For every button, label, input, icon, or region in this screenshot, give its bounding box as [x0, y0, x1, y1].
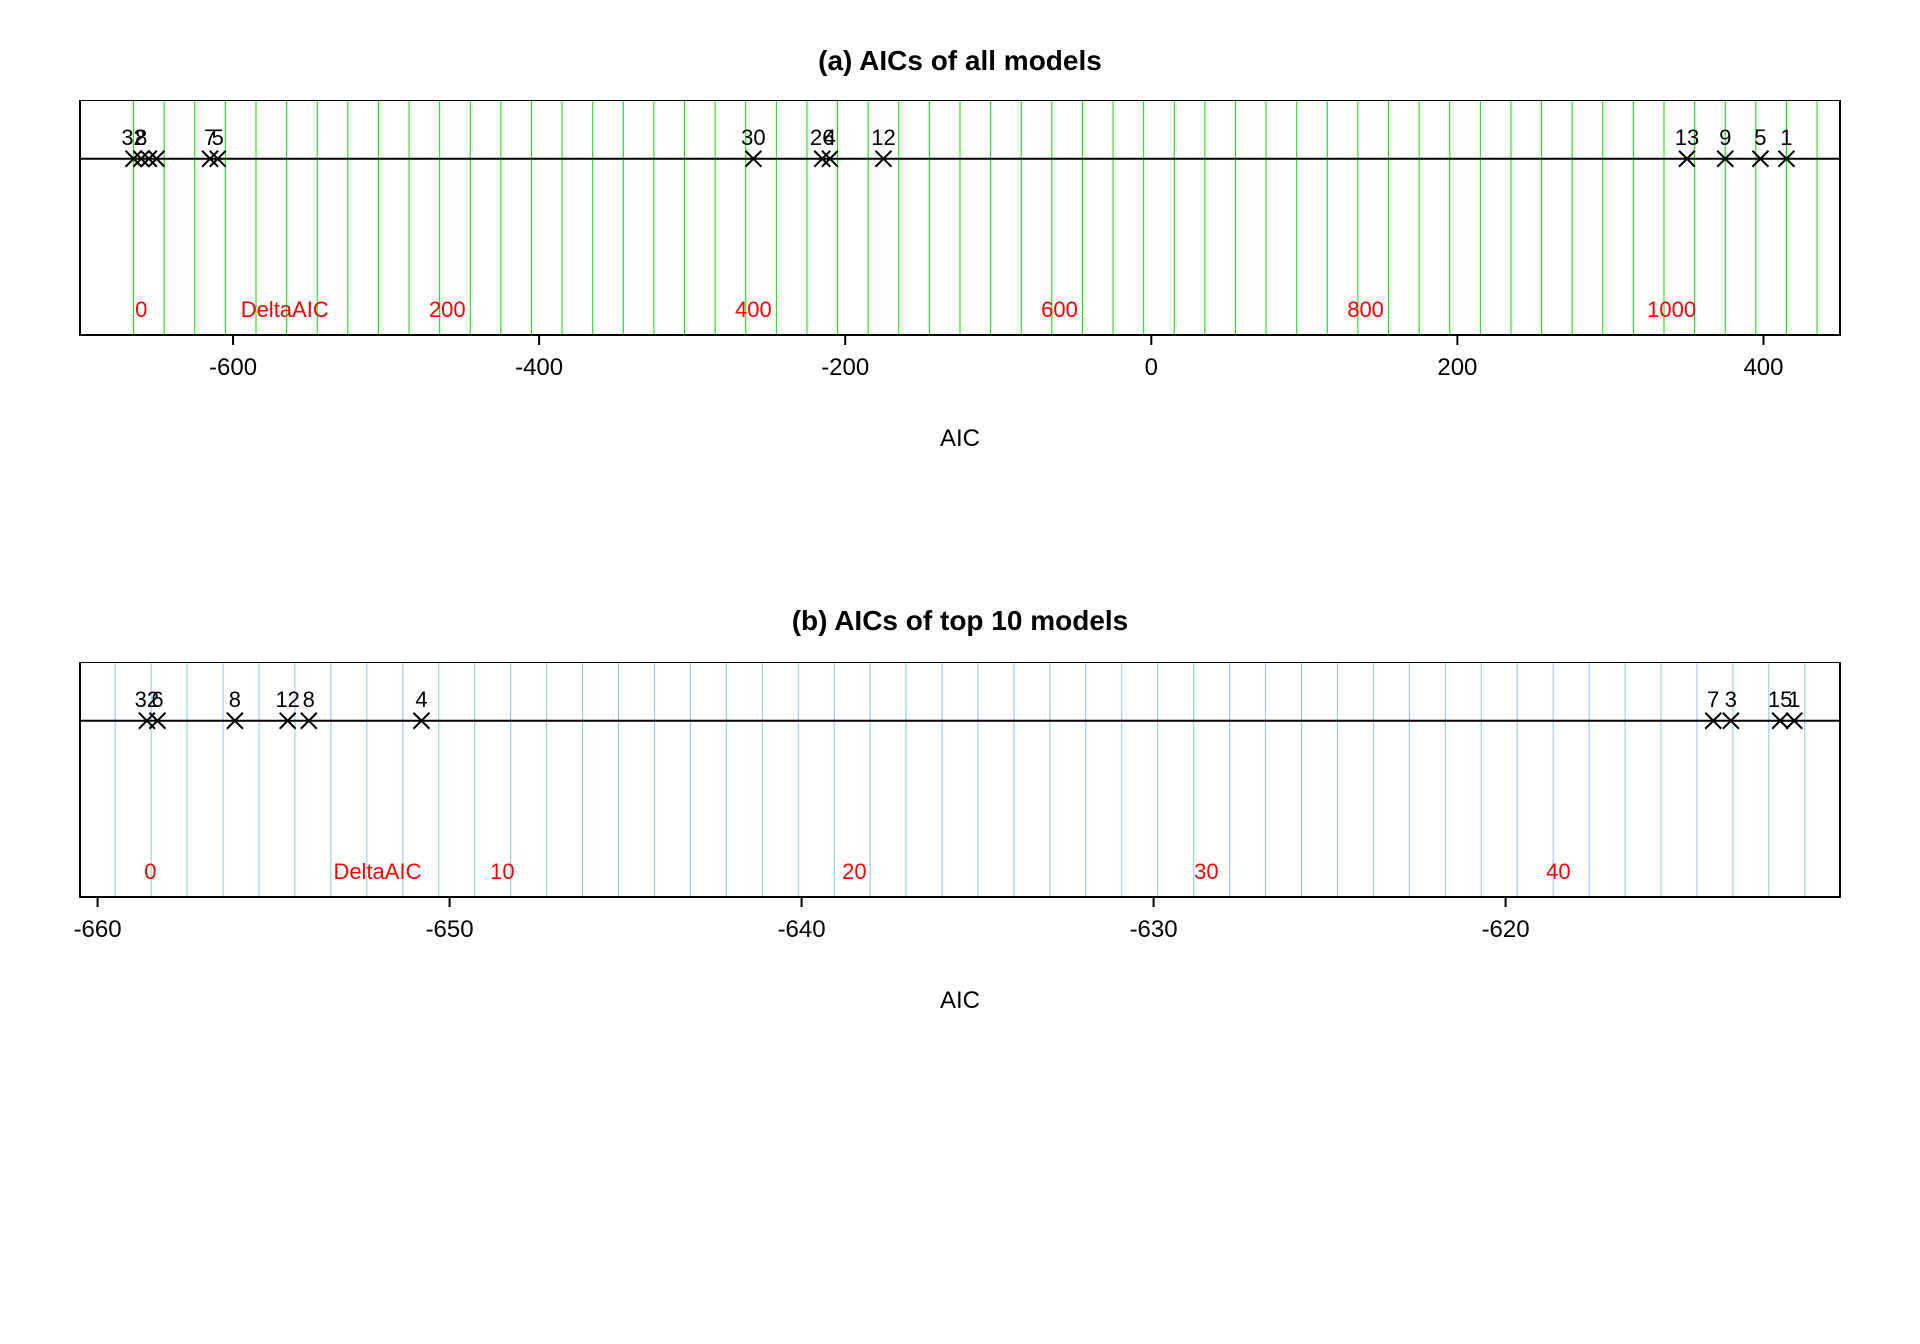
delta-tick-label: 800: [1347, 297, 1384, 322]
panel-a-xlabel: AIC: [0, 425, 1920, 453]
delta-tick-label: 30: [1194, 859, 1218, 884]
delta-tick-label: 600: [1041, 297, 1078, 322]
x-tick-label: -200: [821, 354, 869, 381]
point-label: 8: [135, 125, 147, 150]
delta-tick-label: 20: [842, 859, 866, 884]
panel-a-title: (a) AICs of all models: [0, 45, 1920, 77]
point-label: 8: [303, 687, 315, 712]
x-tick-label: -400: [515, 354, 563, 381]
point-label: 13: [1675, 125, 1699, 150]
point-label: 9: [1719, 125, 1731, 150]
x-tick-label: 400: [1743, 354, 1783, 381]
x-tick-label: 0: [1145, 354, 1158, 381]
x-tick-label: 200: [1437, 354, 1477, 381]
x-tick-label: -600: [209, 354, 257, 381]
delta-aic-label: DeltaAIC: [241, 297, 329, 322]
point-label: 6: [151, 687, 163, 712]
point-label: 4: [824, 125, 836, 150]
point-label: 5: [212, 125, 224, 150]
point-label: 30: [741, 125, 765, 150]
point-label: 1: [1780, 125, 1792, 150]
delta-tick-label: 0: [135, 297, 147, 322]
point-label: 8: [229, 687, 241, 712]
delta-tick-label: 1000: [1647, 297, 1696, 322]
point-label: 7: [1707, 687, 1719, 712]
x-tick-label: -630: [1130, 916, 1178, 943]
panel-b-title: (b) AICs of top 10 models: [0, 605, 1920, 637]
delta-tick-label: 200: [429, 297, 466, 322]
delta-tick-label: 0: [144, 859, 156, 884]
delta-aic-label: DeltaAIC: [333, 859, 421, 884]
x-tick-label: -640: [778, 916, 826, 943]
point-label: 12: [871, 125, 895, 150]
panel-a-plot: -600 -400 -200 0 200 400 0 200 400 600 800 1000 Delt…: [0, 100, 1920, 420]
page: (a) AICs of all models -600-400-20002004…: [0, 0, 1920, 1344]
delta-tick-label: 400: [735, 297, 772, 322]
x-tick-label: -650: [426, 916, 474, 943]
x-tick-label: -660: [74, 916, 122, 943]
point-label: 4: [415, 687, 427, 712]
point-label: 12: [275, 687, 299, 712]
panel-b-xlabel: AIC: [0, 987, 1920, 1015]
x-tick-label: -620: [1482, 916, 1530, 943]
point-label: 3: [1725, 687, 1737, 712]
delta-tick-label: 10: [490, 859, 514, 884]
delta-tick-label: 40: [1546, 859, 1570, 884]
point-label: 1: [1788, 687, 1800, 712]
panel-b-plot: -660-650-640-630-620010203040DeltaAIC326…: [0, 662, 1920, 982]
point-label: 5: [1754, 125, 1766, 150]
